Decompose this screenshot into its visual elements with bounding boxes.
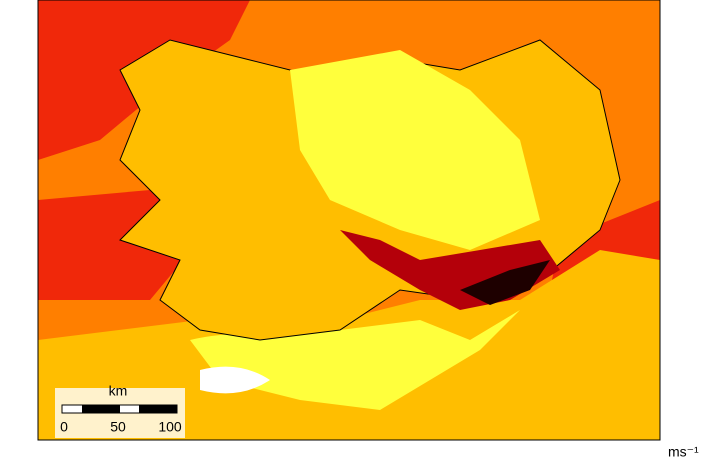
strongest-wind-zone xyxy=(460,260,550,305)
calm-zone xyxy=(200,366,270,394)
scale-label: 0 xyxy=(60,419,68,435)
scale-label: 100 xyxy=(158,419,182,435)
scale-bar: km 0 50 100 xyxy=(55,383,185,438)
map-area: km 0 50 100 xyxy=(38,0,660,440)
map-frame xyxy=(37,0,661,441)
scale-unit: km xyxy=(109,383,128,399)
scale-bar-segment xyxy=(82,405,120,413)
wind-zone xyxy=(290,50,540,250)
colorbar-unit: ms⁻¹ xyxy=(668,444,699,460)
scale-bar-segment xyxy=(139,405,177,413)
scale-label: 50 xyxy=(110,419,126,435)
